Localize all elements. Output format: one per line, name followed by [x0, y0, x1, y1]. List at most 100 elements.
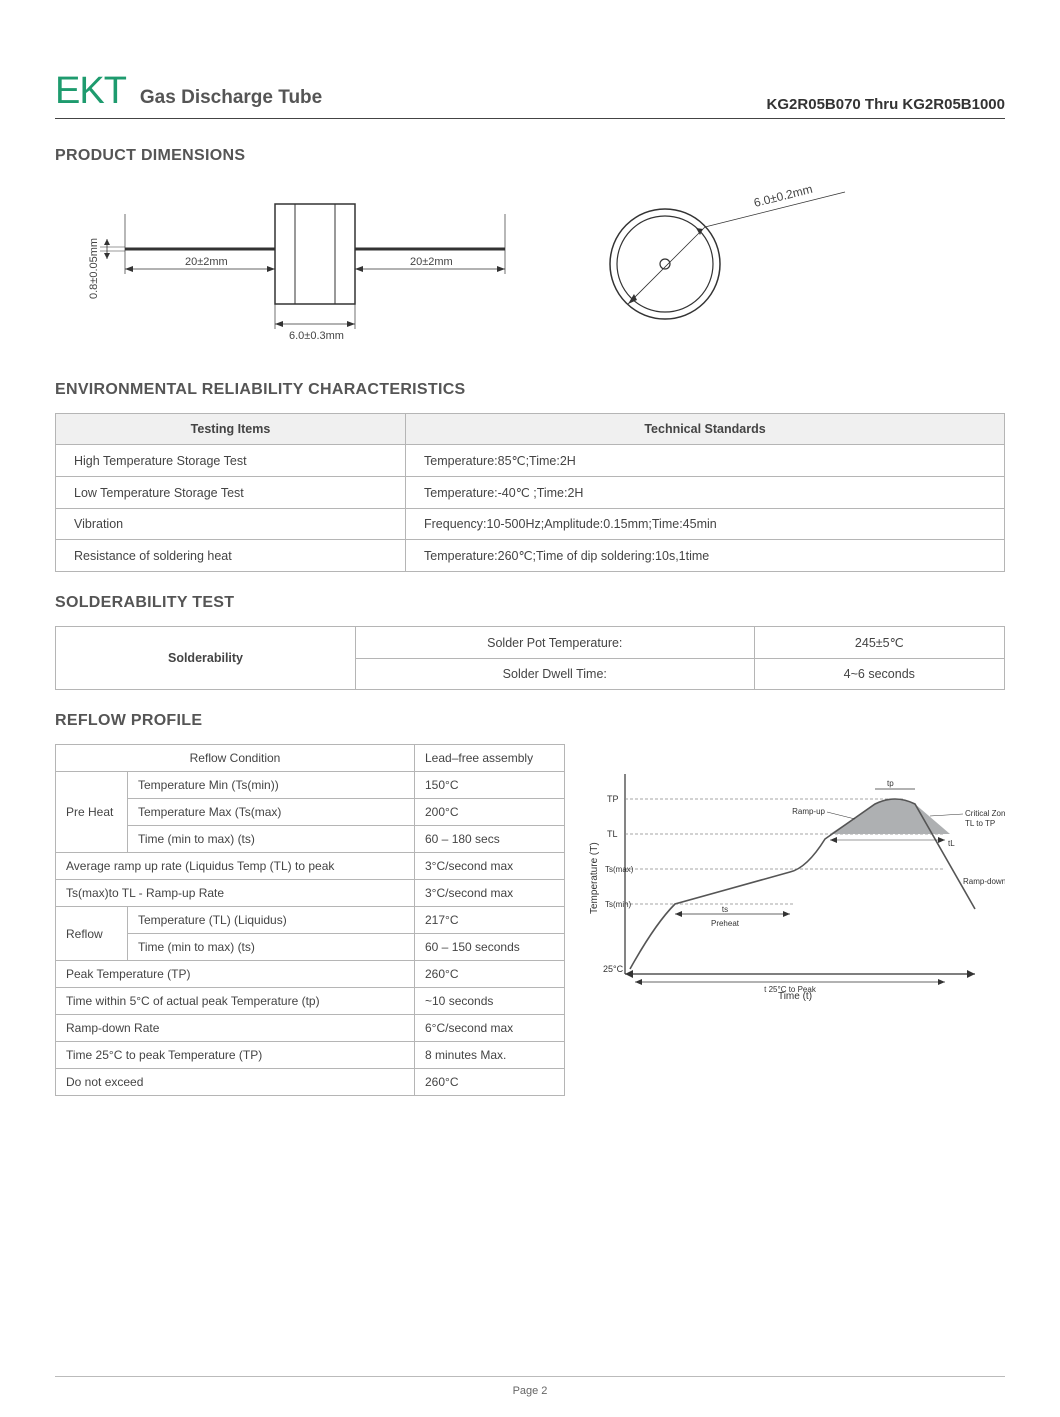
table-row: Pre Heat Temperature Min (Ts(min)) 150°C	[56, 772, 565, 799]
section-title-reflow: REFLOW PROFILE	[55, 712, 1005, 730]
reflow-cell: 260°C	[415, 961, 565, 988]
dimension-front-view: 6.0±0.2mm	[555, 179, 905, 349]
dim-lead-thickness: 0.8±0.05mm	[88, 238, 100, 299]
chart-rampdown: Ramp-down	[963, 877, 1005, 886]
table-row: Time within 5°C of actual peak Temperatu…	[56, 988, 565, 1015]
reflow-cell: Peak Temperature (TP)	[56, 961, 415, 988]
solder-table: Solderability Solder Pot Temperature: 24…	[55, 626, 1005, 690]
chart-critical2: TL to TP	[965, 819, 995, 828]
dimension-side-view: 0.8±0.05mm 20±2mm 20±2mm 6.0±0.3mm	[55, 179, 535, 359]
reflow-cell: Time (min to max) (ts)	[128, 826, 415, 853]
reflow-cell: Temperature Min (Ts(min))	[128, 772, 415, 799]
table-row: Ramp-down Rate6°C/second max	[56, 1015, 565, 1042]
dimensions-diagrams: 0.8±0.05mm 20±2mm 20±2mm 6.0±0.3mm 6.0±0…	[55, 179, 1005, 359]
section-title-dimensions: PRODUCT DIMENSIONS	[55, 147, 1005, 165]
table-row: Resistance of soldering heatTemperature:…	[56, 540, 1005, 572]
reflow-cell: 60 – 180 secs	[415, 826, 565, 853]
chart-tsmin-label: Ts(min)	[605, 900, 632, 909]
reflow-cell: 200°C	[415, 799, 565, 826]
env-cell: Frequency:10-500Hz;Amplitude:0.15mm;Time…	[406, 509, 1005, 540]
reflow-cell: Ramp-down Rate	[56, 1015, 415, 1042]
table-row: Time 25°C to peak Temperature (TP)8 minu…	[56, 1042, 565, 1069]
reflow-chart: Temperature (T) Time (t) TP TL Ts(max) T…	[565, 744, 1005, 1017]
logo: EKT	[55, 70, 126, 113]
reflow-cell: Time within 5°C of actual peak Temperatu…	[56, 988, 415, 1015]
dim-body-width: 6.0±0.3mm	[289, 330, 344, 342]
header-subtitle: Gas Discharge Tube	[140, 87, 322, 109]
solder-group: Solderability	[56, 627, 356, 690]
table-row: Peak Temperature (TP)260°C	[56, 961, 565, 988]
chart-tp-label: TP	[607, 794, 619, 804]
env-cell: Temperature:260℃;Time of dip soldering:1…	[406, 540, 1005, 572]
table-row: Low Temperature Storage TestTemperature:…	[56, 477, 1005, 509]
table-row: VibrationFrequency:10-500Hz;Amplitude:0.…	[56, 509, 1005, 540]
reflow-cell: Do not exceed	[56, 1069, 415, 1096]
chart-t25peak: t 25°C to Peak	[764, 985, 817, 994]
reflow-cell: ~10 seconds	[415, 988, 565, 1015]
env-header-standards: Technical Standards	[406, 414, 1005, 445]
reflow-group-preheat: Pre Heat	[56, 772, 128, 853]
chart-25c-label: 25°C	[603, 964, 624, 974]
reflow-cell: Temperature Max (Ts(max)	[128, 799, 415, 826]
env-cell: Low Temperature Storage Test	[56, 477, 406, 509]
table-row: Reflow Temperature (TL) (Liquidus) 217°C	[56, 907, 565, 934]
table-row: Average ramp up rate (Liquidus Temp (TL)…	[56, 853, 565, 880]
env-cell: Temperature:85℃;Time:2H	[406, 445, 1005, 477]
reflow-group-reflow: Reflow	[56, 907, 128, 961]
section-title-env: ENVIRONMENTAL RELIABILITY CHARACTERISTIC…	[55, 381, 1005, 399]
reflow-wrap: Reflow Condition Lead–free assembly Pre …	[55, 744, 1005, 1096]
page-footer: Page 2	[55, 1376, 1005, 1397]
chart-ts: ts	[722, 905, 728, 914]
reflow-cell: 217°C	[415, 907, 565, 934]
reflow-cell: Ts(max)to TL - Ramp-up Rate	[56, 880, 415, 907]
chart-tsmax-label: Ts(max)	[605, 865, 634, 874]
reflow-cell: Average ramp up rate (Liquidus Temp (TL)…	[56, 853, 415, 880]
table-row: Solderability Solder Pot Temperature: 24…	[56, 627, 1005, 659]
table-row: Time (min to max) (ts) 60 – 180 secs	[56, 826, 565, 853]
reflow-cell: Temperature (TL) (Liquidus)	[128, 907, 415, 934]
chart-tp-top: tp	[887, 779, 894, 788]
env-table: Testing Items Technical Standards High T…	[55, 413, 1005, 572]
reflow-cell: 8 minutes Max.	[415, 1042, 565, 1069]
reflow-cell: Time 25°C to peak Temperature (TP)	[56, 1042, 415, 1069]
reflow-cell: 60 – 150 seconds	[415, 934, 565, 961]
solder-cell: Solder Pot Temperature:	[356, 627, 755, 659]
header-left: EKT Gas Discharge Tube	[55, 70, 322, 113]
table-row: High Temperature Storage TestTemperature…	[56, 445, 1005, 477]
reflow-cell: 3°C/second max	[415, 853, 565, 880]
section-title-solder: SOLDERABILITY TEST	[55, 594, 1005, 612]
env-cell: Temperature:-40℃ ;Time:2H	[406, 477, 1005, 509]
solder-cell: 245±5℃	[754, 627, 1004, 659]
reflow-header-cond: Reflow Condition	[56, 745, 415, 772]
env-cell: Resistance of soldering heat	[56, 540, 406, 572]
reflow-table: Reflow Condition Lead–free assembly Pre …	[55, 744, 565, 1096]
env-header-items: Testing Items	[56, 414, 406, 445]
chart-tl-right: tL	[948, 839, 955, 848]
dim-lead1: 20±2mm	[185, 256, 228, 268]
reflow-cell: Time (min to max) (ts)	[128, 934, 415, 961]
reflow-profile-svg: Temperature (T) Time (t) TP TL Ts(max) T…	[575, 754, 1005, 1014]
chart-rampup: Ramp-up	[792, 807, 825, 816]
chart-ylabel: Temperature (T)	[589, 842, 600, 914]
part-number: KG2R05B070 Thru KG2R05B1000	[767, 96, 1005, 113]
page-header: EKT Gas Discharge Tube KG2R05B070 Thru K…	[55, 70, 1005, 119]
reflow-cell: 260°C	[415, 1069, 565, 1096]
reflow-header-assembly: Lead–free assembly	[415, 745, 565, 772]
table-row: Do not exceed260°C	[56, 1069, 565, 1096]
table-row: Temperature Max (Ts(max) 200°C	[56, 799, 565, 826]
reflow-cell: 3°C/second max	[415, 880, 565, 907]
page-number: Page 2	[513, 1385, 548, 1397]
env-cell: Vibration	[56, 509, 406, 540]
dim-lead2: 20±2mm	[410, 256, 453, 268]
chart-tl-label: TL	[607, 829, 618, 839]
reflow-cell: 6°C/second max	[415, 1015, 565, 1042]
dim-diameter: 6.0±0.2mm	[752, 182, 814, 210]
table-row: Ts(max)to TL - Ramp-up Rate3°C/second ma…	[56, 880, 565, 907]
solder-cell: Solder Dwell Time:	[356, 659, 755, 690]
table-row: Time (min to max) (ts) 60 – 150 seconds	[56, 934, 565, 961]
table-header-row: Reflow Condition Lead–free assembly	[56, 745, 565, 772]
reflow-cell: 150°C	[415, 772, 565, 799]
env-cell: High Temperature Storage Test	[56, 445, 406, 477]
chart-critical: Critical Zone	[965, 809, 1005, 818]
table-header-row: Testing Items Technical Standards	[56, 414, 1005, 445]
